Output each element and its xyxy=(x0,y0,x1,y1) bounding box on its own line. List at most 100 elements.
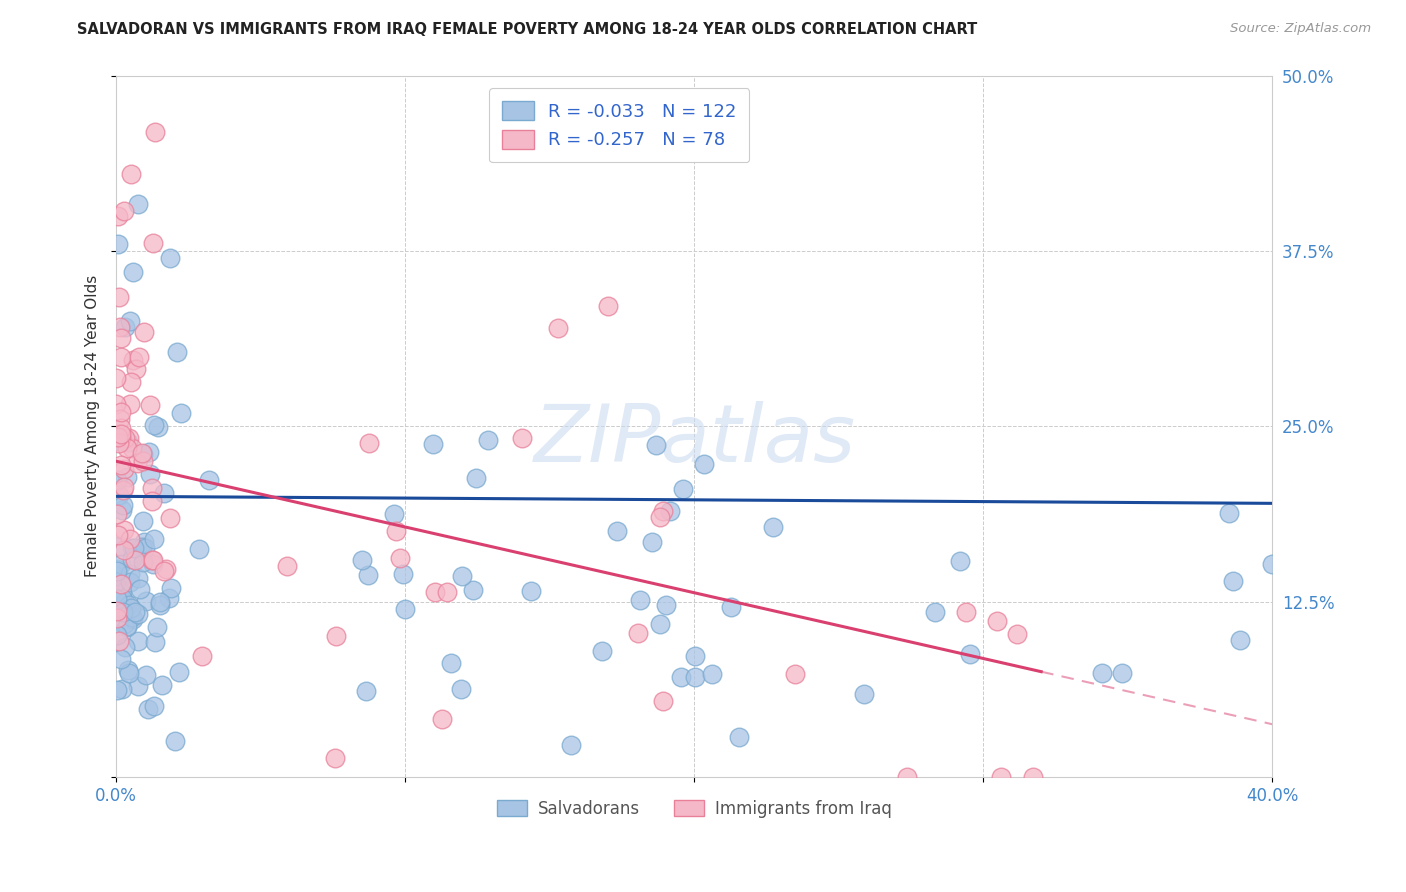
Point xyxy=(425,585,447,599)
Point xyxy=(125,457,148,471)
Point xyxy=(110,331,132,345)
Point xyxy=(1005,626,1028,640)
Point xyxy=(105,628,128,642)
Text: SALVADORAN VS IMMIGRANTS FROM IRAQ FEMALE POVERTY AMONG 18-24 YEAR OLDS CORRELAT: SALVADORAN VS IMMIGRANTS FROM IRAQ FEMAL… xyxy=(77,22,977,37)
Point xyxy=(1229,633,1251,648)
Point xyxy=(108,320,131,334)
Point xyxy=(121,441,143,455)
Point xyxy=(105,396,128,410)
Point xyxy=(652,694,675,708)
Point xyxy=(422,437,444,451)
Point xyxy=(924,605,946,619)
Point xyxy=(124,362,146,376)
Point xyxy=(110,420,132,434)
Point xyxy=(127,607,149,621)
Point xyxy=(628,592,651,607)
Point xyxy=(149,598,172,612)
Point xyxy=(108,487,131,501)
Point xyxy=(325,629,347,643)
Point xyxy=(450,568,472,582)
Point xyxy=(121,551,143,566)
Point xyxy=(640,535,662,549)
Point xyxy=(170,406,193,420)
Point xyxy=(118,598,141,612)
Point xyxy=(112,203,135,218)
Point xyxy=(728,730,751,744)
Point xyxy=(115,470,138,484)
Point xyxy=(648,616,671,631)
Point xyxy=(118,665,141,680)
Point xyxy=(167,665,190,679)
Point xyxy=(139,467,162,481)
Point xyxy=(138,701,160,715)
Point xyxy=(720,599,742,614)
Point xyxy=(122,353,145,368)
Point xyxy=(107,236,129,251)
Point xyxy=(110,557,132,571)
Point xyxy=(117,435,139,450)
Point xyxy=(131,540,153,554)
Point xyxy=(108,539,131,553)
Point xyxy=(107,528,129,542)
Point xyxy=(432,712,454,726)
Point xyxy=(112,605,135,619)
Point xyxy=(1218,506,1240,520)
Point xyxy=(124,553,146,567)
Point xyxy=(461,583,484,598)
Point xyxy=(121,610,143,624)
Point xyxy=(990,770,1012,784)
Point xyxy=(700,666,723,681)
Point xyxy=(354,684,377,698)
Point xyxy=(112,483,135,498)
Point xyxy=(117,663,139,677)
Point xyxy=(124,605,146,619)
Point xyxy=(141,552,163,566)
Point xyxy=(152,564,174,578)
Point xyxy=(198,473,221,487)
Point xyxy=(118,532,141,546)
Point xyxy=(105,610,128,624)
Point xyxy=(111,681,134,696)
Point xyxy=(143,635,166,649)
Point xyxy=(142,557,165,571)
Point xyxy=(114,640,136,654)
Point xyxy=(150,678,173,692)
Point xyxy=(440,657,463,671)
Point xyxy=(110,577,132,591)
Point xyxy=(120,167,142,181)
Point xyxy=(159,511,181,525)
Point xyxy=(153,485,176,500)
Point xyxy=(163,734,186,748)
Point xyxy=(105,473,128,487)
Point xyxy=(450,681,472,696)
Point xyxy=(132,556,155,570)
Point xyxy=(121,541,143,555)
Point xyxy=(105,562,128,576)
Point xyxy=(127,197,149,211)
Point xyxy=(276,559,298,574)
Point xyxy=(436,585,458,599)
Point xyxy=(1111,665,1133,680)
Point xyxy=(118,431,141,445)
Point xyxy=(510,431,533,445)
Point xyxy=(114,430,136,444)
Point xyxy=(166,344,188,359)
Point xyxy=(644,438,666,452)
Point xyxy=(853,687,876,701)
Point xyxy=(896,770,918,784)
Point xyxy=(105,569,128,583)
Point xyxy=(127,679,149,693)
Point xyxy=(120,375,142,389)
Point xyxy=(141,481,163,495)
Point xyxy=(141,493,163,508)
Text: Source: ZipAtlas.com: Source: ZipAtlas.com xyxy=(1230,22,1371,36)
Point xyxy=(134,535,156,549)
Point xyxy=(114,480,136,494)
Point xyxy=(112,617,135,632)
Y-axis label: Female Poverty Among 18-24 Year Olds: Female Poverty Among 18-24 Year Olds xyxy=(86,275,100,577)
Point xyxy=(394,602,416,616)
Point xyxy=(1021,770,1043,784)
Point xyxy=(560,738,582,752)
Point xyxy=(132,514,155,528)
Point xyxy=(142,698,165,713)
